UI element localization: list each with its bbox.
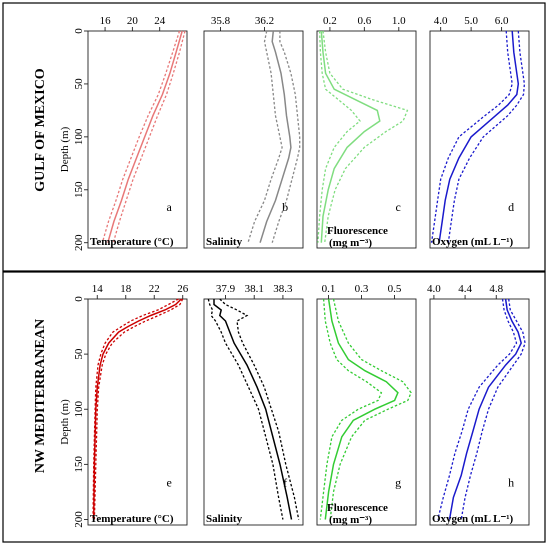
x-tick-label: 24 [154, 15, 166, 27]
x-tick-label: 14 [92, 283, 104, 295]
row-frame-gulf [2, 2, 546, 272]
range-line [430, 30, 513, 243]
panel-a: 16 20 24 0 50 100 150 200 Depth (m) a Temperature … [59, 15, 188, 251]
x-tick-label: 4.4 [458, 283, 472, 295]
x-tick-label: 22 [149, 283, 160, 295]
variable-label: Fluorescence [327, 502, 388, 514]
y-tick-label: 0 [73, 296, 85, 302]
range-line [437, 298, 518, 520]
x-tick-label: 0.6 [357, 15, 371, 27]
x-tick-label: 16 [100, 15, 112, 27]
x-tick-label: 4.8 [489, 283, 503, 295]
panel-letter: d [508, 200, 514, 214]
plot-area-h [429, 298, 530, 526]
plot-area-c [316, 30, 417, 249]
row-title-mediterranean: NW MEDITERRANEAN [33, 319, 48, 473]
mean-line [448, 298, 523, 520]
y-tick-label: 150 [73, 456, 85, 473]
range-line [317, 30, 361, 243]
y-tick-label: 150 [73, 181, 85, 198]
x-tick-label: 1.0 [392, 15, 406, 27]
x-tick-label: 38.1 [245, 283, 264, 295]
panel-c: 0.2 0.6 1.0 c Fluorescence(mg m⁻³) [316, 15, 417, 249]
plot-area-a [87, 30, 188, 249]
x-tick-label: 6.0 [495, 15, 509, 27]
panel-letter: e [167, 476, 172, 490]
x-tick-label: 4.0 [427, 283, 441, 295]
panel-b: 35.8 36.2 b Salinity [203, 15, 304, 249]
range-line [460, 298, 526, 520]
range-line [101, 30, 181, 243]
variable-label: Fluorescence [327, 225, 388, 237]
variable-label: Temperature (°C) [90, 513, 174, 525]
plot-area-d [429, 30, 530, 249]
y-tick-label: 50 [73, 348, 85, 360]
x-tick-label: 37.9 [216, 283, 236, 295]
row-title-gulf: GULF OF MEXICO [33, 68, 48, 192]
x-tick-label: 38.3 [273, 283, 293, 295]
x-tick-label: 0.2 [323, 15, 337, 27]
y-tick-label: 100 [73, 128, 85, 145]
x-tick-label: 0.3 [355, 283, 369, 295]
mean-line [213, 299, 293, 520]
variable-label: Temperature (°C) [90, 236, 174, 248]
y-tick-label: 200 [73, 234, 85, 251]
x-tick-label: 5.0 [464, 15, 478, 27]
panel-g: 0.1 0.3 0.5 g Fluorescence(mg m⁻³) [316, 283, 417, 526]
range-line [92, 298, 179, 520]
mean-line [107, 30, 183, 243]
y-axis-title: Depth (m) [59, 399, 71, 445]
panel-e: 14 18 22 26 0 50 100 150 200 Depth (m) e Temperatur… [59, 283, 189, 528]
panel-letter: c [396, 200, 401, 214]
plot-area-b [203, 30, 304, 249]
range-line [329, 298, 412, 520]
panel-letter: b [282, 200, 288, 214]
y-tick-label: 0 [73, 28, 85, 34]
plot-area-e [87, 298, 188, 526]
variable-label: Oxygen (mL L⁻¹) [432, 513, 514, 525]
panel-letter: h [508, 476, 514, 490]
range-line [271, 31, 301, 243]
panel-letter: a [167, 200, 173, 214]
range-line [319, 298, 383, 520]
panel-letter: g [395, 476, 401, 490]
panel-h: 4.0 4.4 4.8 h Oxygen (mL L⁻¹) [427, 283, 530, 526]
mean-line [320, 30, 381, 243]
variable-label: Salinity [206, 513, 243, 525]
panels: 16 20 24 0 50 100 150 200 Depth (m) a Temperature … [59, 15, 530, 528]
mean-line [324, 298, 399, 520]
mean-line [92, 298, 182, 520]
row-frame-mediterranean [2, 271, 546, 543]
mean-line [438, 30, 520, 243]
panel-letter: f [283, 476, 287, 490]
x-tick-label: 35.8 [211, 15, 231, 27]
x-tick-label: 0.5 [388, 283, 402, 295]
variable-unit: (mg m⁻³) [329, 514, 372, 526]
y-tick-label: 100 [73, 400, 85, 417]
y-axis-title: Depth (m) [59, 126, 71, 172]
panel-d: 4.0 5.0 6.0 d Oxygen (mL L⁻¹) [429, 15, 530, 249]
y-tick-label: 200 [73, 511, 85, 528]
plot-area-g [316, 298, 417, 526]
x-tick-label: 26 [177, 283, 189, 295]
range-line [219, 298, 300, 520]
range-line [112, 30, 186, 243]
range-line [93, 298, 184, 520]
plot-area-f [203, 298, 304, 526]
y-tick-label: 50 [73, 78, 85, 90]
range-line [447, 30, 526, 243]
x-tick-label: 36.2 [255, 15, 274, 27]
x-tick-label: 20 [127, 15, 139, 27]
x-tick-label: 18 [120, 283, 132, 295]
mean-line [259, 30, 292, 243]
variable-unit: (mg m⁻³) [329, 237, 372, 249]
row-titles: GULF OF MEXICO NW MEDITERRANEAN [33, 68, 48, 473]
x-tick-label: 4.0 [434, 15, 448, 27]
x-tick-label: 0.1 [322, 283, 336, 295]
panel-f: 37.9 38.1 38.3 f Salinity [203, 283, 304, 526]
range-line [322, 30, 409, 243]
variable-label: Oxygen (mL L⁻¹) [432, 236, 514, 248]
variable-label: Salinity [206, 236, 243, 248]
